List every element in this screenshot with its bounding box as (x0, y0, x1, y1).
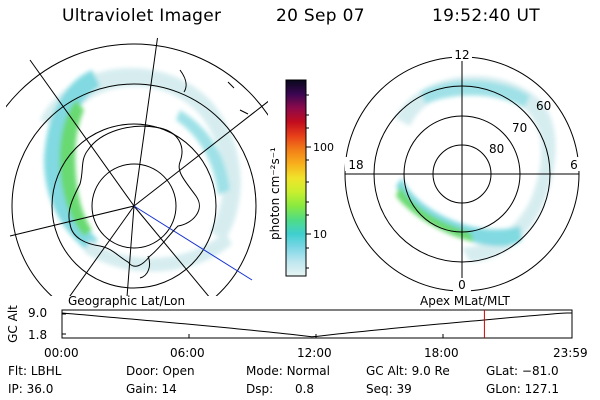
colorbar-tick-10: 10 (313, 228, 327, 241)
altitude-xtick-1800: 18:00 (424, 346, 459, 360)
geographic-map (6, 38, 268, 296)
aurora-band-left (44, 70, 100, 250)
info-mode: Mode: Normal (246, 364, 330, 378)
altitude-ylabel: GC Alt (5, 305, 20, 343)
info-glat: GLat: −81.0 (486, 364, 559, 378)
info-dsp: Dsp: 0.8 (246, 382, 315, 396)
hour-label-18: 18 (348, 158, 363, 172)
lat-circle-1 (91, 163, 177, 249)
observation-date: 20 Sep 07 (276, 6, 365, 26)
altitude-xtick-0600: 06:00 (170, 346, 205, 360)
info-glon: GLon: 127.1 (486, 382, 559, 396)
aurora-lower-left (84, 232, 232, 272)
altitude-xtick-2359: 23:59 (553, 346, 588, 360)
altitude-curve (61, 312, 572, 338)
lat-circle-3 (11, 83, 257, 296)
sun-direction-line (133, 205, 253, 281)
lat-label-70: 70 (512, 121, 527, 135)
info-gc-alt: GC Alt: 9.0 Re (366, 364, 450, 378)
altitude-xtick-0000: 00:00 (44, 346, 79, 360)
instrument-title: Ultraviolet Imager (62, 6, 222, 26)
aurora-green-right (396, 186, 474, 242)
colorbar-unit-label: photon cm⁻²s⁻¹ (268, 147, 282, 240)
colorbar-ticks (306, 94, 311, 269)
hour-label-12: 12 (454, 48, 469, 62)
altitude-plot-frame (61, 309, 573, 339)
lat-label-60: 60 (536, 99, 551, 113)
info-seq: Seq: 39 (366, 382, 412, 396)
colorbar-tick-100: 100 (313, 141, 334, 154)
info-filter: Flt: LBHL (8, 364, 62, 378)
observation-time: 19:52:40 UT (432, 6, 540, 26)
aurora-oval-pale-left (40, 67, 241, 240)
aurora-green-left (59, 100, 92, 236)
altitude-ytick-top: 9.0 (28, 306, 48, 320)
magnetic-polar-map: 12 18 6 0 60 70 80 (344, 47, 581, 292)
hour-label-6: 6 (570, 158, 578, 172)
aurora-patch-left (176, 110, 230, 195)
antarctica-coastline (68, 125, 200, 267)
altitude-ytick-bottom: 1.8 (28, 328, 48, 342)
coastline-fragment (139, 69, 249, 279)
hour-label-0: 0 (458, 278, 466, 292)
info-ip: IP: 36.0 (8, 382, 54, 396)
altitude-right-title: Apex MLat/MLT (420, 294, 510, 308)
altitude-y-ticks (62, 313, 66, 335)
info-gain: Gain: 14 (126, 382, 177, 396)
lat-label-80: 80 (489, 142, 504, 156)
lat-circle-2 (51, 123, 217, 289)
colorbar (285, 79, 307, 277)
altitude-xtick-1200: 12:00 (297, 346, 332, 360)
altitude-left-title: Geographic Lat/Lon (68, 294, 186, 308)
lat-circle-4 (6, 43, 268, 116)
info-door: Door: Open (126, 364, 195, 378)
altitude-plot (61, 309, 573, 339)
